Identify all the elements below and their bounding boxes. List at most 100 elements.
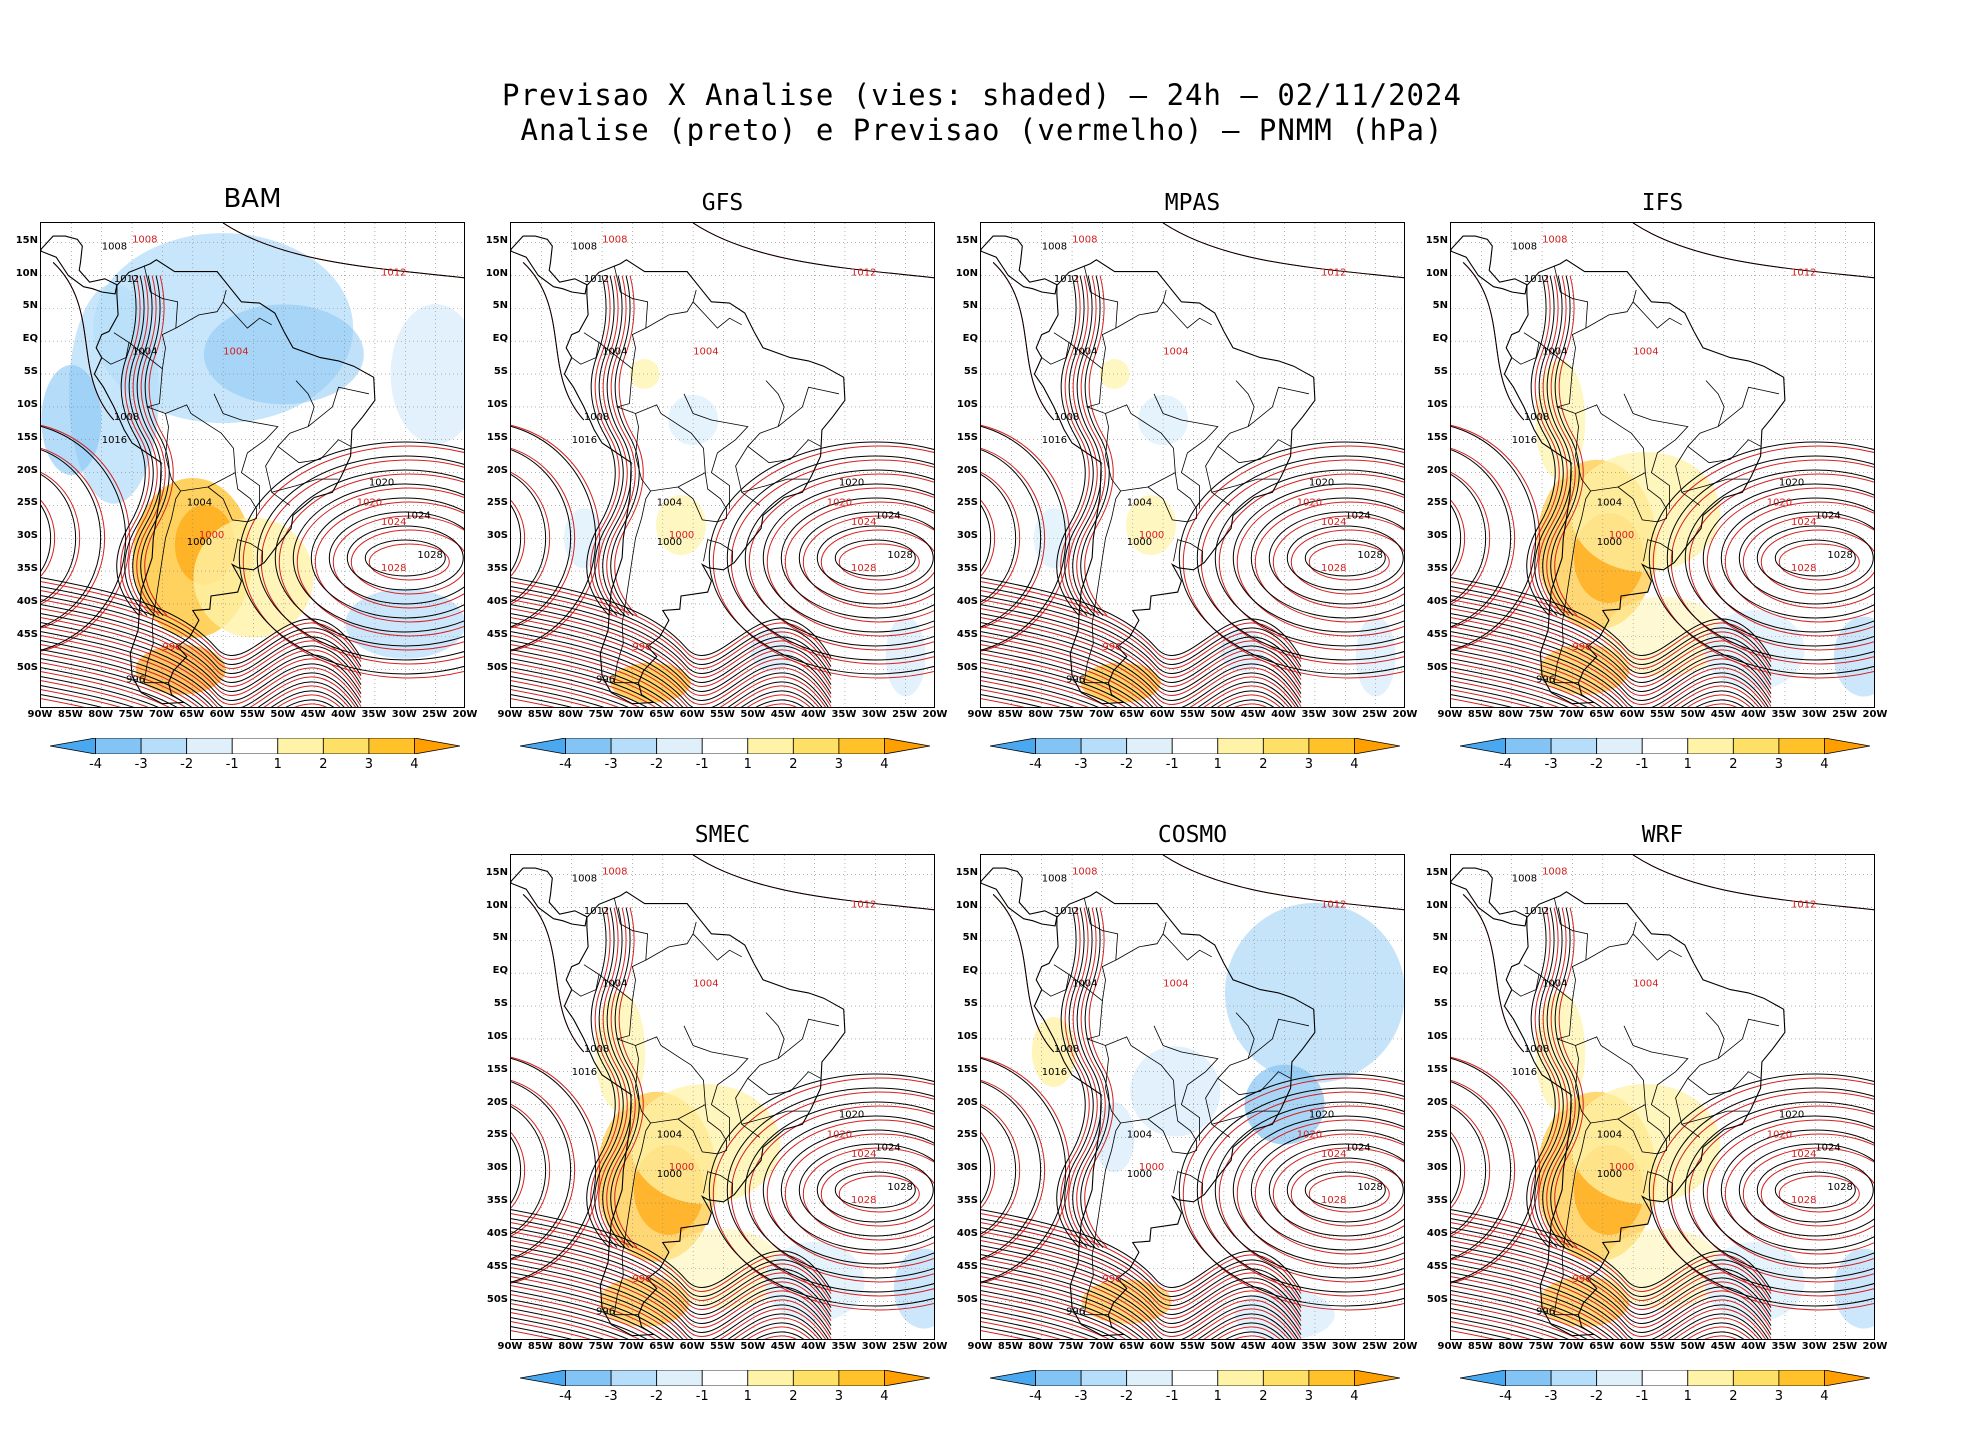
isobar [41, 447, 106, 629]
isobar [1451, 1079, 1516, 1261]
isobar-label: 1000 [1597, 537, 1622, 548]
isobar [278, 473, 464, 651]
isobar [981, 613, 1302, 694]
isobar [981, 1240, 1302, 1321]
isobar-label: 1016 [1512, 435, 1537, 446]
isobar [1451, 1312, 1559, 1339]
country-border [613, 897, 649, 1001]
lat-tick-label: 15N [955, 234, 978, 246]
colorbar-label: -3 [1074, 757, 1088, 772]
isobar-label: 1028 [887, 550, 912, 561]
country-border [571, 332, 600, 365]
isobar-label: 1012 [584, 274, 609, 285]
lat-tick-label: 10N [1425, 899, 1448, 911]
isobar-label: 1000 [1127, 1169, 1152, 1180]
lon-tick-label: 20W [452, 709, 478, 720]
isobar-label: 1008 [602, 867, 627, 878]
lon-tick-label: 55W [240, 709, 265, 720]
isobar [1451, 653, 1751, 707]
country-border [213, 393, 279, 509]
isobar-label: 1028 [1357, 550, 1382, 561]
bias-area [193, 517, 314, 638]
isobar-label: 1020 [369, 478, 394, 489]
isobar [598, 907, 628, 1248]
isobar [1232, 483, 1404, 633]
isobar [1080, 907, 1110, 1248]
isobar [762, 483, 934, 633]
colorbar-label: -1 [1165, 757, 1179, 772]
lon-tick-label: 50W [740, 1341, 766, 1352]
map-grid [1451, 223, 1874, 707]
country-border [1675, 380, 1725, 506]
isobar [981, 595, 1302, 676]
country-border [692, 301, 742, 329]
isobar [41, 586, 362, 667]
isobar [511, 644, 820, 707]
isobar [766, 1119, 934, 1269]
country-border [703, 1171, 733, 1195]
isobar [511, 676, 629, 707]
lat-tick-label: 5N [492, 932, 508, 944]
lat-tick-label: 20S [486, 1096, 508, 1108]
panel-title: SMEC [694, 822, 751, 848]
bias-shading [1535, 992, 1874, 1329]
isobar-label: 1000 [1139, 1162, 1164, 1173]
isobar [1182, 1077, 1404, 1311]
lat-tick-label: 10S [1426, 398, 1448, 410]
isobar [511, 471, 551, 605]
isobar [1268, 511, 1404, 605]
isobar [41, 671, 170, 707]
isobar [1451, 1240, 1772, 1321]
isobar-label: 1008 [572, 873, 597, 884]
isobar [981, 1317, 1075, 1339]
isobar-label: 996 [1102, 1274, 1121, 1285]
isobar [981, 631, 1299, 707]
isobar [981, 1227, 1302, 1308]
isobar [1451, 1272, 1763, 1339]
lon-tick-label: 75W [1528, 709, 1554, 720]
lon-tick-label: 30W [1331, 709, 1357, 720]
lon-tick-label: 25W [1832, 1341, 1858, 1352]
colorbar-segment [1217, 1370, 1264, 1386]
isobar-label: 996 [126, 675, 145, 686]
isobar-label: 996 [1066, 1307, 1085, 1318]
isobar [314, 501, 464, 623]
lat-tick-label: 30S [956, 1162, 978, 1174]
colorbar-segment [1550, 738, 1598, 754]
lon-tick-label: 90W [1437, 709, 1463, 720]
isobar-label: 996 [162, 642, 181, 653]
country-border [1623, 1025, 1689, 1141]
isobar [242, 445, 464, 679]
isobar-label: 1004 [1163, 346, 1188, 357]
isobar [981, 1213, 1302, 1294]
isobar [1738, 511, 1874, 605]
isobar [981, 499, 996, 577]
panel-smec: SMEC 1008 1012 1004 1008 1016 1004 1020 1024 1028… [470, 822, 948, 1404]
isobar [1182, 445, 1404, 679]
isobar [1554, 907, 1584, 1248]
isobar [1451, 680, 1559, 707]
isobar [310, 497, 464, 619]
country-border [777, 1018, 839, 1059]
coastline-south-america [1503, 891, 1786, 1337]
isobar [1451, 577, 1772, 658]
colorbar-arrow-right [1354, 738, 1400, 754]
isobar-label: 1004 [187, 497, 212, 508]
isobar [1451, 658, 1745, 707]
bias-area [1224, 902, 1404, 1083]
isobar [41, 474, 77, 603]
isobar [1451, 662, 1737, 707]
isobar [1684, 1101, 1874, 1279]
isobar [1076, 907, 1106, 1248]
colorbar-segment [565, 738, 612, 754]
isobar [981, 1057, 1067, 1283]
isobar-labels: 1008 1012 1004 1008 1016 1004 1020 1024 1028 1000… [572, 241, 913, 685]
isobar-label: 1008 [584, 412, 609, 423]
isobar [1632, 855, 1874, 911]
isobar [1451, 1294, 1737, 1339]
isobar-label: 1004 [1542, 978, 1567, 989]
colorbar-label: 2 [1259, 1389, 1268, 1404]
isobar-label: 1028 [851, 1195, 876, 1206]
colorbar-label: 3 [1304, 1389, 1314, 1404]
isobar [1756, 1157, 1874, 1223]
